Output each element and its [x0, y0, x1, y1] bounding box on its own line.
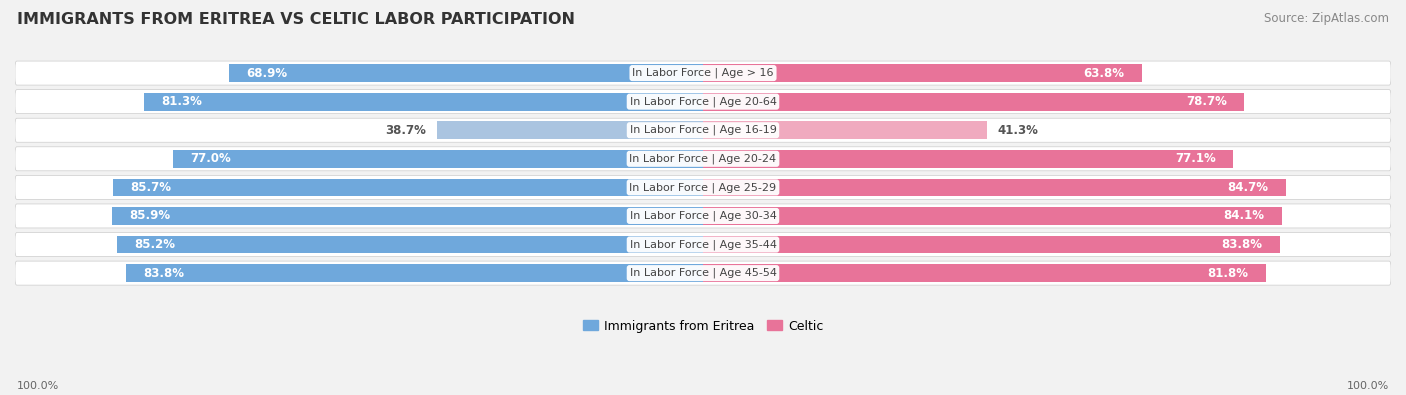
Bar — [127, 264, 703, 282]
Text: In Labor Force | Age 16-19: In Labor Force | Age 16-19 — [630, 125, 776, 135]
Text: 85.9%: 85.9% — [129, 209, 170, 222]
Bar — [703, 150, 1233, 167]
Bar — [703, 236, 1279, 254]
FancyBboxPatch shape — [15, 175, 1391, 199]
FancyBboxPatch shape — [15, 204, 1391, 228]
Bar — [114, 179, 703, 196]
Bar — [703, 264, 1265, 282]
Text: 100.0%: 100.0% — [17, 381, 59, 391]
Text: 77.0%: 77.0% — [190, 152, 231, 165]
Bar — [703, 121, 987, 139]
Bar — [229, 64, 703, 82]
Text: 81.8%: 81.8% — [1208, 267, 1249, 280]
Text: 85.2%: 85.2% — [134, 238, 174, 251]
Text: In Labor Force | Age 20-64: In Labor Force | Age 20-64 — [630, 96, 776, 107]
Text: In Labor Force | Age > 16: In Labor Force | Age > 16 — [633, 68, 773, 78]
Bar — [703, 64, 1142, 82]
Text: Source: ZipAtlas.com: Source: ZipAtlas.com — [1264, 12, 1389, 25]
Legend: Immigrants from Eritrea, Celtic: Immigrants from Eritrea, Celtic — [578, 315, 828, 338]
Text: IMMIGRANTS FROM ERITREA VS CELTIC LABOR PARTICIPATION: IMMIGRANTS FROM ERITREA VS CELTIC LABOR … — [17, 12, 575, 27]
Text: In Labor Force | Age 20-24: In Labor Force | Age 20-24 — [630, 154, 776, 164]
FancyBboxPatch shape — [15, 233, 1391, 256]
FancyBboxPatch shape — [15, 90, 1391, 114]
Text: 38.7%: 38.7% — [385, 124, 426, 137]
Bar — [703, 207, 1282, 225]
FancyBboxPatch shape — [15, 61, 1391, 85]
FancyBboxPatch shape — [15, 261, 1391, 285]
Text: 83.8%: 83.8% — [1222, 238, 1263, 251]
FancyBboxPatch shape — [15, 118, 1391, 142]
Text: In Labor Force | Age 30-34: In Labor Force | Age 30-34 — [630, 211, 776, 221]
Text: 68.9%: 68.9% — [246, 67, 287, 79]
Bar — [703, 179, 1285, 196]
Bar — [112, 207, 703, 225]
Text: In Labor Force | Age 25-29: In Labor Force | Age 25-29 — [630, 182, 776, 193]
Text: 41.3%: 41.3% — [997, 124, 1039, 137]
Text: In Labor Force | Age 45-54: In Labor Force | Age 45-54 — [630, 268, 776, 278]
Text: 84.7%: 84.7% — [1227, 181, 1268, 194]
Bar — [143, 93, 703, 111]
Text: 83.8%: 83.8% — [143, 267, 184, 280]
Bar — [173, 150, 703, 167]
Text: 100.0%: 100.0% — [1347, 381, 1389, 391]
Text: In Labor Force | Age 35-44: In Labor Force | Age 35-44 — [630, 239, 776, 250]
Text: 85.7%: 85.7% — [131, 181, 172, 194]
Bar — [703, 93, 1244, 111]
Text: 78.7%: 78.7% — [1187, 95, 1227, 108]
Bar — [117, 236, 703, 254]
Bar — [437, 121, 703, 139]
Text: 63.8%: 63.8% — [1084, 67, 1125, 79]
Text: 84.1%: 84.1% — [1223, 209, 1264, 222]
FancyBboxPatch shape — [15, 147, 1391, 171]
Text: 77.1%: 77.1% — [1175, 152, 1216, 165]
Text: 81.3%: 81.3% — [160, 95, 201, 108]
